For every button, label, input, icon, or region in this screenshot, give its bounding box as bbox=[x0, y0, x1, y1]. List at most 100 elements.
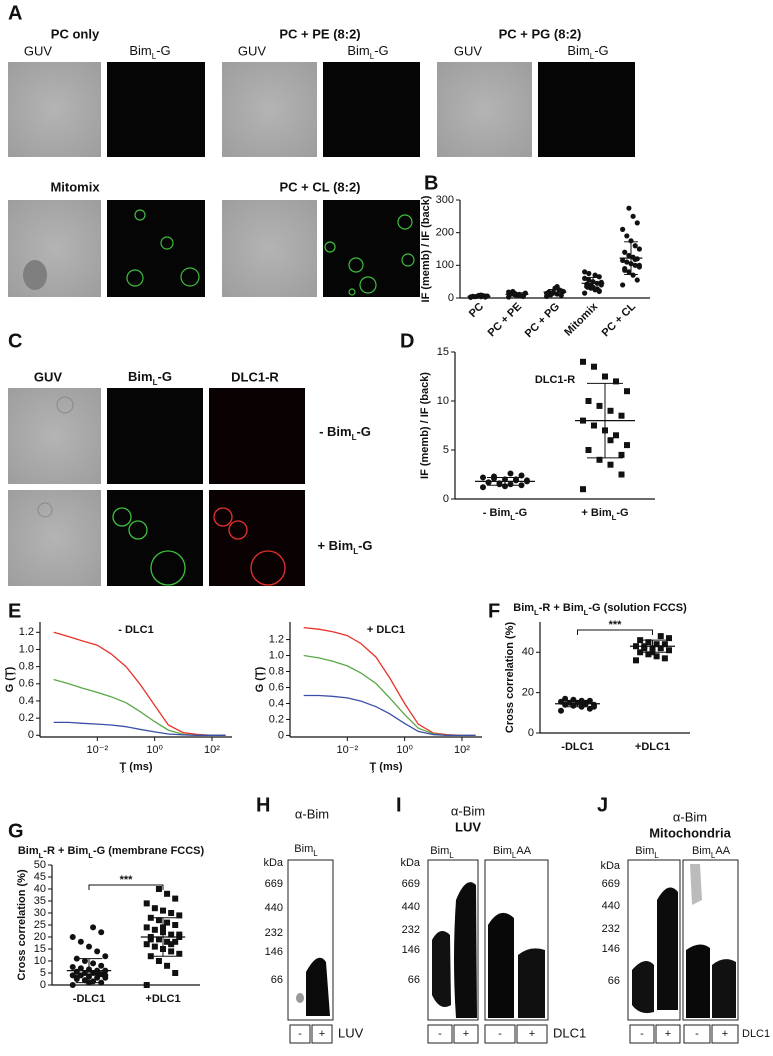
data-point bbox=[618, 451, 625, 458]
data-point bbox=[661, 641, 668, 648]
error-bar bbox=[543, 289, 567, 296]
data-point bbox=[172, 922, 179, 928]
marker: 66 bbox=[271, 974, 283, 986]
text: -G bbox=[616, 507, 628, 519]
data-point bbox=[585, 447, 592, 453]
data-point bbox=[164, 919, 171, 926]
text: L bbox=[510, 513, 515, 522]
y-tick-label: 0.4 bbox=[269, 697, 284, 709]
data-point bbox=[491, 473, 497, 480]
data-point bbox=[618, 471, 625, 478]
data-point bbox=[562, 695, 569, 702]
data-point bbox=[73, 974, 80, 981]
data-point bbox=[636, 246, 642, 252]
data-point bbox=[81, 958, 88, 964]
marker: 440 bbox=[602, 900, 620, 912]
y-tick-label: 15 bbox=[34, 943, 46, 955]
y-tick-label: 10 bbox=[34, 955, 46, 967]
chart-title: - DLC1 bbox=[118, 624, 153, 636]
panel-letter: D bbox=[400, 330, 414, 352]
text: - Bim bbox=[483, 507, 511, 519]
data-point bbox=[582, 269, 588, 275]
text: -G bbox=[158, 369, 172, 384]
chart-title: DLC1-R bbox=[535, 374, 575, 386]
panel-letter: C bbox=[8, 330, 22, 352]
kda: kDa bbox=[400, 857, 420, 869]
lane-label: BimLAA bbox=[493, 845, 532, 860]
group-title: PC + PE (8:2) bbox=[279, 26, 360, 41]
data-point bbox=[77, 965, 84, 972]
y-tick-label: 45 bbox=[34, 871, 46, 883]
x-tick-label: -DLC1 bbox=[73, 993, 105, 1005]
sign: - bbox=[498, 1028, 502, 1040]
data-point bbox=[151, 905, 158, 912]
data-point bbox=[151, 943, 158, 950]
data-point bbox=[622, 249, 628, 255]
x-tick-label: +DLC1 bbox=[635, 741, 670, 753]
significance-bracket bbox=[88, 884, 164, 890]
lane-label: BimLAA bbox=[692, 845, 731, 860]
data-point bbox=[155, 917, 162, 924]
y-tick-label: 15 bbox=[437, 346, 449, 358]
x-tick-label: -DLC1 bbox=[561, 741, 593, 753]
error-bar bbox=[581, 276, 605, 290]
series-line bbox=[53, 721, 226, 736]
panel-letter: F bbox=[488, 600, 500, 622]
data-point bbox=[580, 358, 586, 365]
gel bbox=[427, 859, 549, 1044]
x-tick-label: +DLC1 bbox=[145, 993, 180, 1005]
data-point bbox=[168, 910, 175, 916]
x-tick-label: PC + PE bbox=[486, 301, 525, 340]
text: L bbox=[512, 851, 517, 860]
column-label: GUV bbox=[24, 43, 53, 58]
significance: *** bbox=[609, 619, 623, 631]
panel-letter: E bbox=[8, 600, 21, 622]
y-tick-label: 0.8 bbox=[269, 665, 284, 677]
y-tick-label: 40 bbox=[522, 646, 534, 658]
data-point bbox=[620, 282, 626, 288]
data-point bbox=[582, 275, 588, 281]
group-title: PC + CL (8:2) bbox=[279, 179, 360, 194]
data-point bbox=[164, 962, 171, 969]
text: -R + Bim bbox=[43, 845, 88, 857]
x-axis-label: Ţ (ms) bbox=[120, 761, 153, 773]
panel-letter: A bbox=[8, 2, 22, 24]
marker: 669 bbox=[265, 878, 283, 890]
text: + Bim bbox=[581, 507, 611, 519]
kda: kDa bbox=[600, 860, 620, 872]
data-point bbox=[598, 279, 604, 285]
error-bar bbox=[575, 382, 635, 459]
data-point bbox=[620, 226, 626, 232]
condition: DLC1 bbox=[553, 1025, 586, 1040]
error-bar bbox=[467, 295, 491, 298]
data-point bbox=[524, 477, 530, 484]
text: L bbox=[352, 433, 357, 442]
data-point bbox=[98, 962, 105, 969]
data-point bbox=[584, 281, 590, 287]
y-tick-label: 0 bbox=[448, 292, 454, 304]
data-point bbox=[143, 900, 150, 907]
data-point bbox=[77, 938, 84, 945]
column-label: BimL-G bbox=[129, 43, 170, 60]
data-point bbox=[81, 970, 88, 976]
y-tick-label: 5 bbox=[443, 444, 449, 456]
y-tick-label: 25 bbox=[34, 919, 46, 931]
data-point bbox=[580, 486, 586, 493]
data-point bbox=[591, 363, 597, 370]
data-point bbox=[554, 283, 560, 290]
data-point bbox=[155, 936, 162, 943]
data-point bbox=[155, 958, 162, 964]
x-tick-label: PC bbox=[467, 301, 486, 320]
data-point bbox=[94, 974, 101, 981]
y-tick-label: 1.0 bbox=[269, 649, 284, 661]
data-point bbox=[102, 953, 109, 960]
text: Bim bbox=[129, 43, 151, 58]
sign: - bbox=[438, 1028, 442, 1040]
data-point bbox=[613, 432, 619, 439]
marker: 146 bbox=[402, 944, 420, 956]
x-tick-label: 10⁻² bbox=[86, 744, 108, 756]
significance: *** bbox=[120, 874, 134, 886]
antibody: α-Bim bbox=[295, 806, 329, 821]
text: L bbox=[313, 849, 318, 858]
